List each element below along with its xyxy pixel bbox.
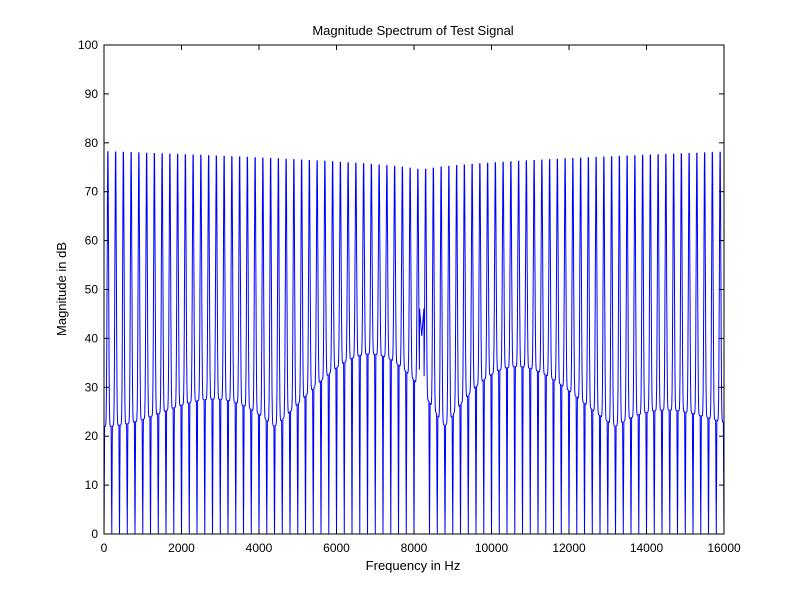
x-tick-label: 14000 — [630, 541, 664, 555]
x-tick-label: 10000 — [475, 541, 509, 555]
y-axis-label: Magnitude in dB — [54, 242, 69, 336]
y-tick-label: 70 — [85, 185, 99, 199]
x-tick-label: 6000 — [323, 541, 350, 555]
y-tick-label: 60 — [85, 234, 99, 248]
chart-title: Magnitude Spectrum of Test Signal — [312, 23, 513, 38]
x-tick-label: 8000 — [401, 541, 428, 555]
y-tick-label: 100 — [78, 38, 98, 52]
tick-layer: 0 2000 4000 6000 8000 10000 12000 14000 16000 0 10… — [78, 38, 741, 555]
x-tick-label: 16000 — [707, 541, 741, 555]
y-tick-label: 90 — [85, 87, 99, 101]
y-tick-label: 30 — [85, 380, 99, 394]
y-tick-label: 10 — [85, 478, 99, 492]
y-tick-label: 20 — [85, 429, 99, 443]
x-tick-label: 0 — [101, 541, 108, 555]
x-axis-label: Frequency in Hz — [366, 558, 461, 573]
x-tick-label: 2000 — [168, 541, 195, 555]
y-tick-label: 0 — [91, 527, 98, 541]
x-tick-label: 12000 — [552, 541, 586, 555]
y-tick-label: 40 — [85, 331, 99, 345]
y-tick-label: 50 — [85, 283, 99, 297]
y-tick-label: 80 — [85, 136, 99, 150]
x-tick-label: 4000 — [246, 541, 273, 555]
